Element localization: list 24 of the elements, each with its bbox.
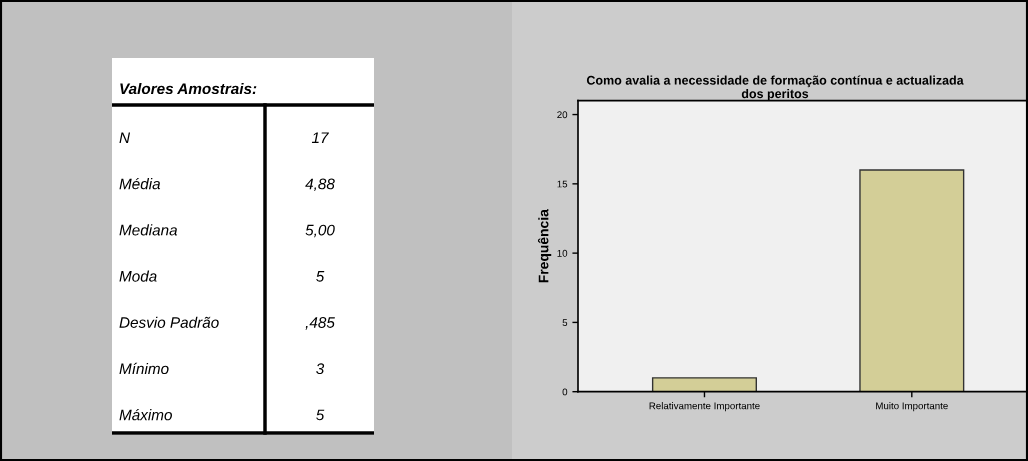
chart-title: Como avalia a necessidade de formação contínua e actualizada dos peritos	[586, 75, 964, 101]
text: Valores Amostrais:	[120, 82, 257, 95]
x-tick-label: Muito Importante	[876, 402, 948, 412]
text: 3	[316, 363, 325, 375]
y-tick-label: 0	[562, 388, 568, 396]
text: ,485	[305, 317, 335, 330]
text: N	[119, 132, 131, 143]
y-tick-label: 15	[557, 180, 568, 188]
text: 17	[311, 132, 329, 143]
text: 5	[316, 409, 325, 421]
y-tick-label: 5	[562, 319, 568, 327]
text: 4,88	[305, 178, 335, 192]
text: Média	[119, 177, 161, 190]
y-tick-label: 20	[557, 111, 568, 119]
text: Mediana	[119, 224, 178, 236]
text: Moda	[119, 270, 157, 282]
text: 5,00	[305, 224, 335, 238]
y-axis-title: Frequência	[537, 209, 552, 283]
x-tick-label: Relativamente Importante	[649, 402, 760, 412]
y-tick-label: 10	[557, 249, 568, 257]
text: Desvio Padrão	[119, 316, 219, 328]
text: 5	[316, 271, 325, 282]
text: Mínimo	[119, 362, 169, 375]
text: Máximo	[119, 408, 172, 421]
